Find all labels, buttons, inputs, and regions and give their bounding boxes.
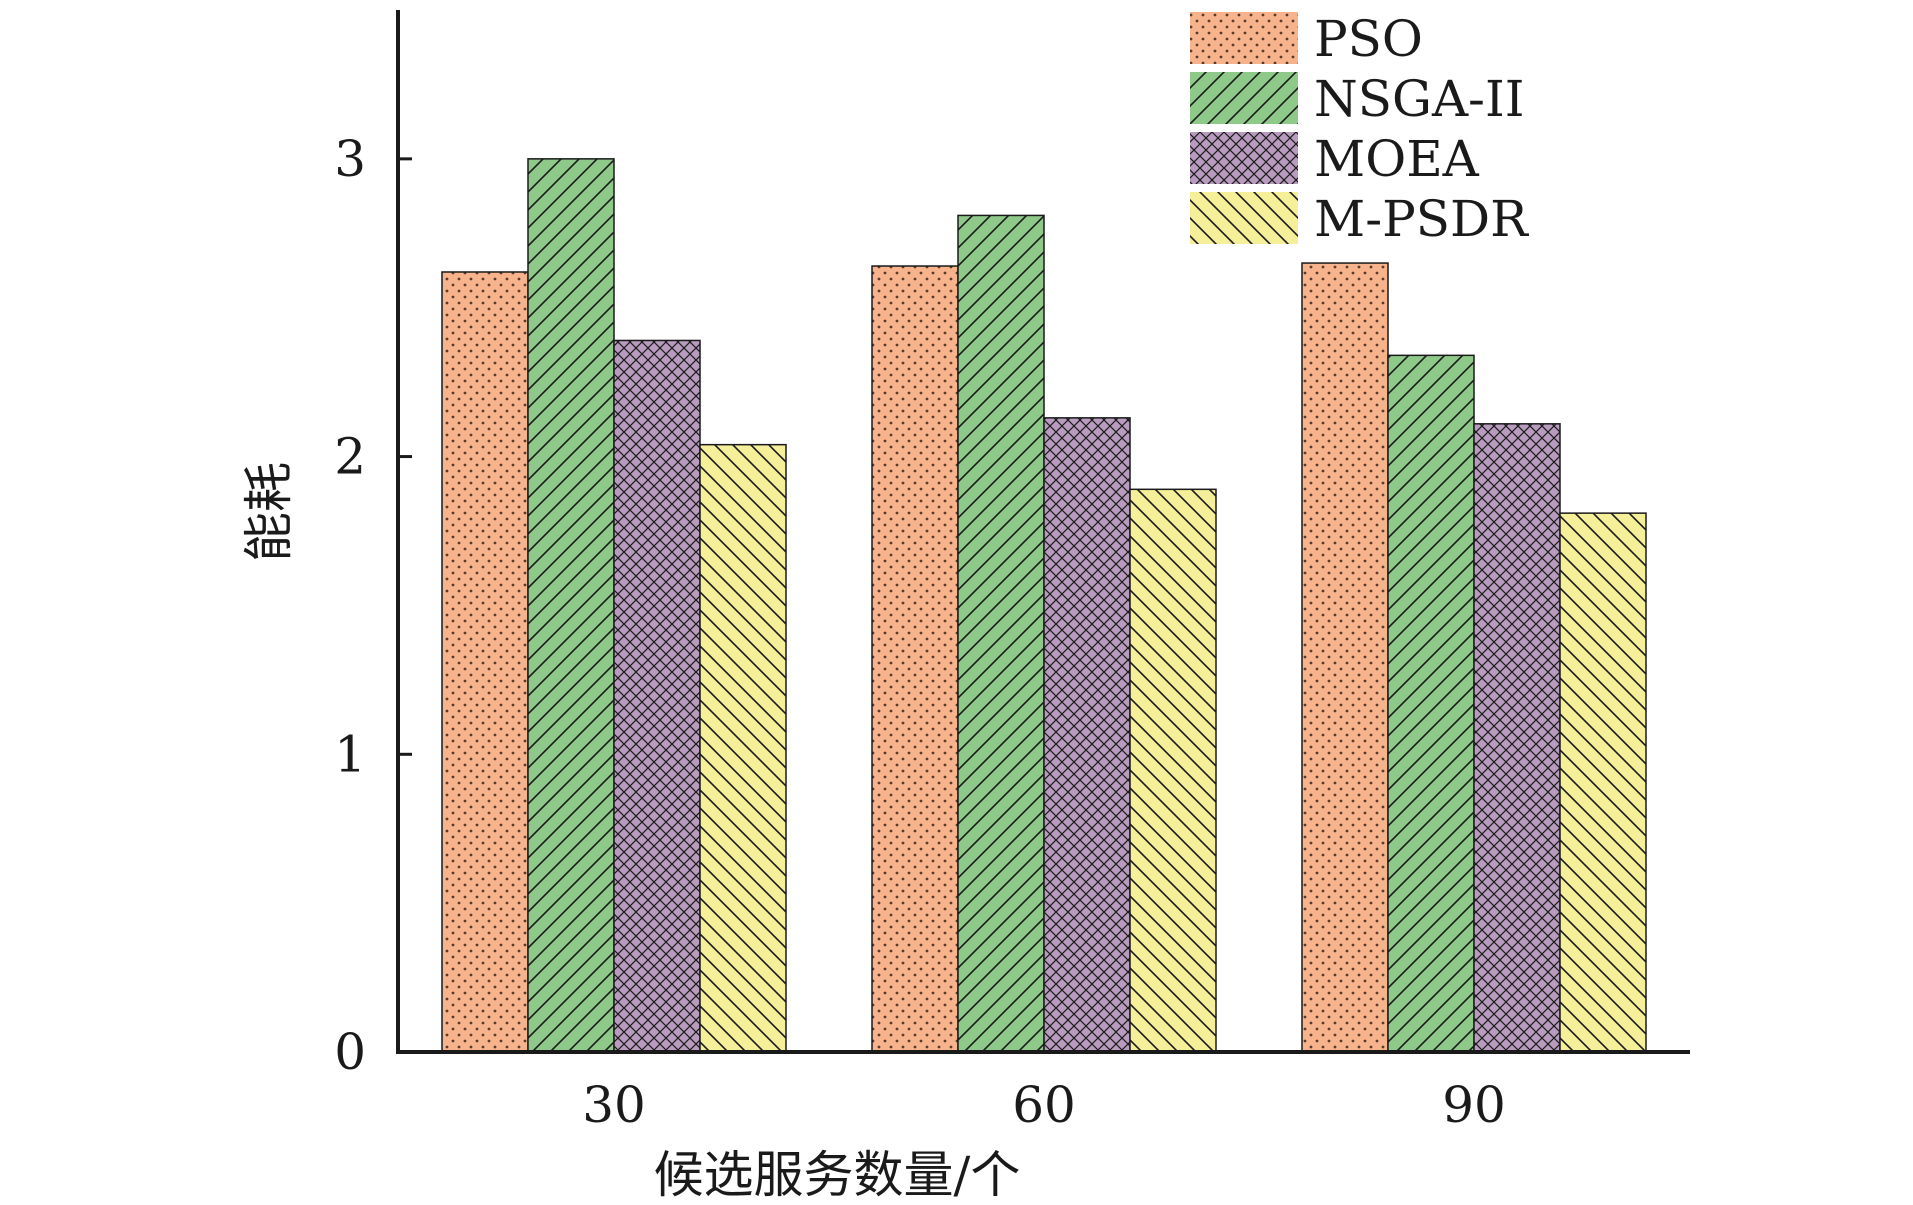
axes-layer xyxy=(396,10,1690,1054)
bar-moea-30 xyxy=(613,339,701,1053)
legend-swatch-moea xyxy=(1190,132,1298,184)
x-tick-label: 30 xyxy=(582,1076,646,1134)
y-tick-label: 0 xyxy=(334,1023,366,1081)
legend-label-pso: PSO xyxy=(1314,10,1423,68)
legend-label-moea: MOEA xyxy=(1314,130,1480,188)
legend-swatch-m-psdr xyxy=(1190,192,1298,244)
bar-m-psdr-60 xyxy=(1129,488,1217,1053)
y-tick-label: 2 xyxy=(334,428,366,486)
y-axis-title: 能耗 xyxy=(240,462,298,562)
bar-moea-60 xyxy=(1043,417,1131,1053)
y-ticks: 0 1 2 3 xyxy=(334,130,412,1081)
bars-layer xyxy=(441,158,1647,1053)
bar-pso-60 xyxy=(871,265,959,1053)
bar-m-psdr-90 xyxy=(1559,512,1647,1053)
x-tick-label: 90 xyxy=(1442,1076,1506,1134)
legend-label-m-psdr: M-PSDR xyxy=(1314,190,1529,248)
bar-pso-90 xyxy=(1301,262,1389,1053)
x-ticks: 30 60 90 xyxy=(582,1076,1506,1134)
x-axis-title: 候选服务数量/个 xyxy=(654,1146,1021,1204)
legend-swatch-nsga-ii xyxy=(1190,72,1298,124)
bar-m-psdr-30 xyxy=(699,443,787,1053)
x-tick-label: 60 xyxy=(1012,1076,1076,1134)
legend-swatch-pso xyxy=(1190,12,1298,64)
bar-nsga-ii-60 xyxy=(957,214,1045,1053)
bar-nsga-ii-30 xyxy=(527,158,615,1053)
bar-nsga-ii-90 xyxy=(1387,354,1475,1053)
legend-label-nsga-ii: NSGA-II xyxy=(1314,70,1524,128)
y-tick-label: 1 xyxy=(334,725,366,783)
bar-pso-30 xyxy=(441,271,529,1053)
bar-moea-90 xyxy=(1473,423,1561,1053)
y-tick-label: 3 xyxy=(334,130,366,188)
